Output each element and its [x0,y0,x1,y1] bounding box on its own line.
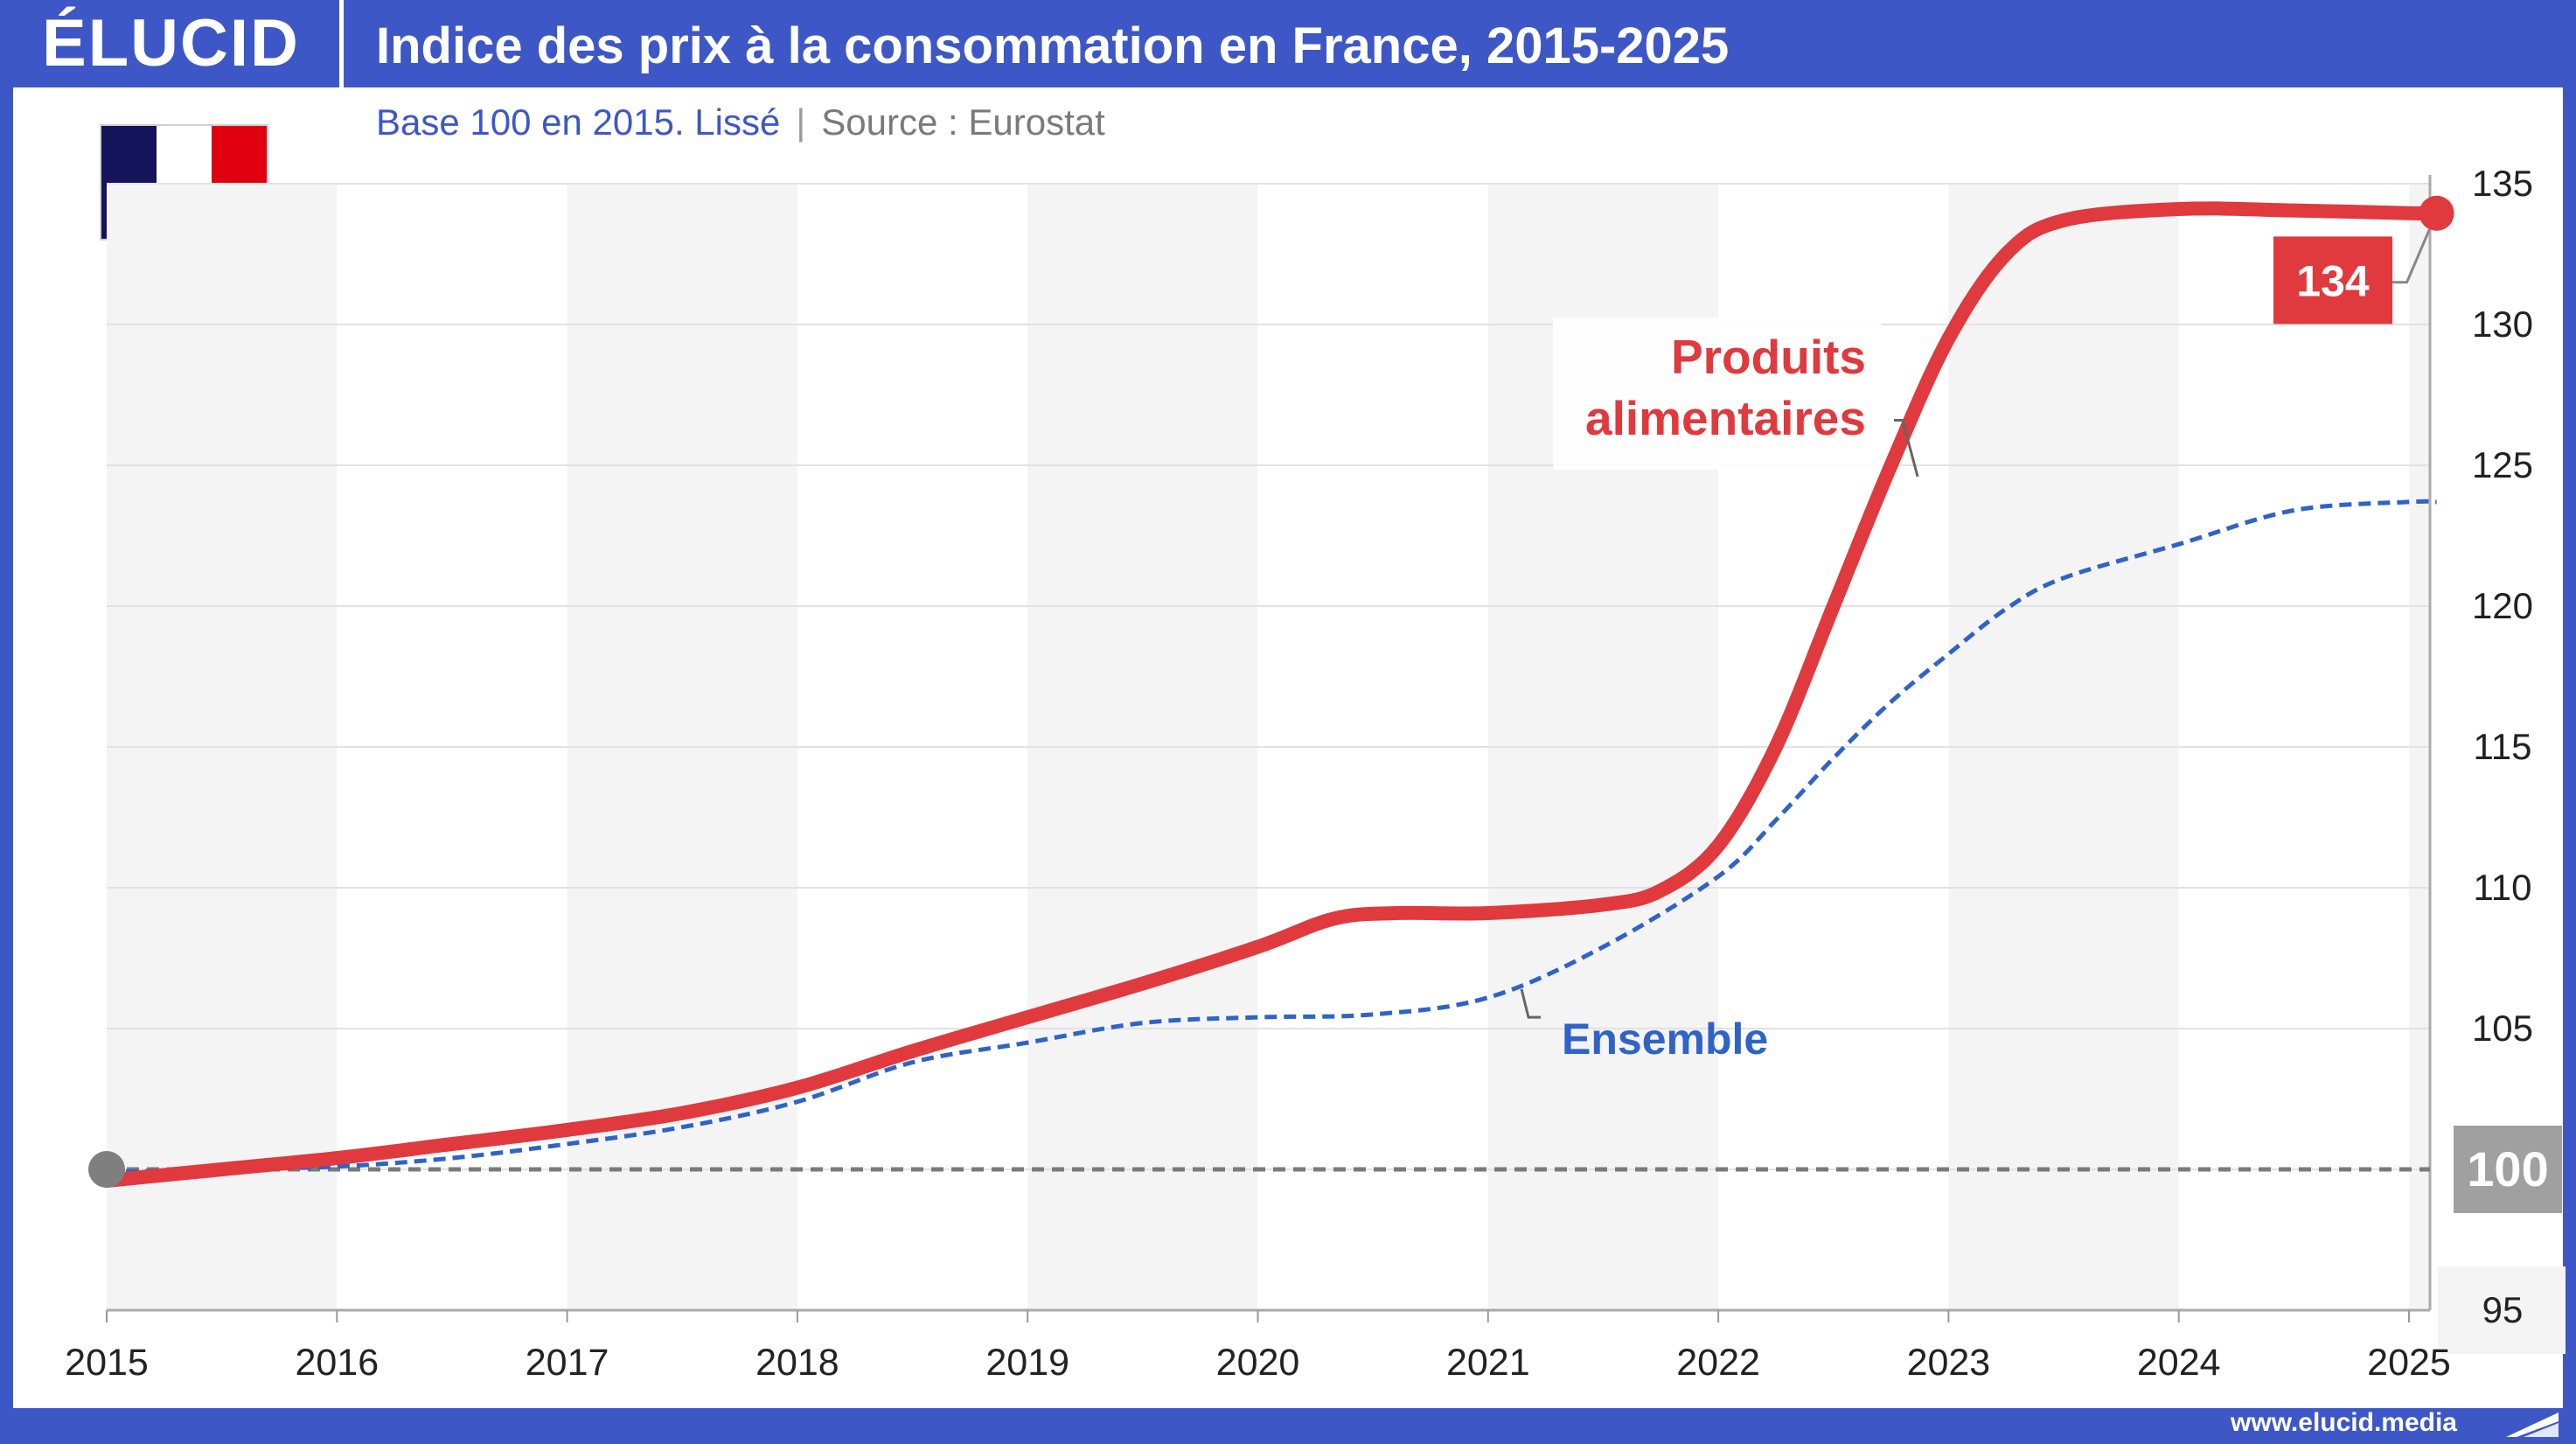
series-line-ensemble [106,499,2437,1175]
subtitle-text: Base 100 en 2015. Lissé [376,101,781,143]
baseline-label-box [2454,1126,2562,1213]
elucid-mark-icon [2506,1413,2559,1437]
x-tick-label: 2022 [1676,1342,1760,1384]
x-tick-label: 2025 [2367,1342,2451,1384]
x-tick-label: 2015 [65,1342,149,1384]
end-value-label: 134 [2296,256,2370,305]
y-tick-label: 125 [2472,444,2533,485]
elucid-logo: ÉLUCID [42,6,300,80]
subtitle-separator: | [796,101,806,143]
y-tick-box [2438,1266,2566,1354]
x-tick-label: 2021 [1446,1342,1530,1384]
ensemble-series-label: Ensemble [1562,1015,1768,1064]
food-end-point [2419,195,2454,231]
x-tick-label: 2024 [2137,1342,2221,1384]
x-tick-label: 2016 [295,1342,379,1384]
x-tick-label: 2020 [1216,1342,1300,1384]
y-tick-label: 115 [2474,726,2532,767]
series-line-food [100,201,2444,1188]
y-tick-label: 135 [2472,163,2533,204]
y-tick-label: 95 [2482,1289,2524,1330]
baseline-label: 100 [2467,1141,2548,1196]
y-tick-label: 105 [2472,1008,2533,1049]
end-value-box [2273,236,2392,324]
footer-url[interactable]: www.elucid.media [2231,1408,2457,1437]
food-series-label: alimentaires [1585,391,1866,445]
food-label-leader [1894,418,1919,478]
chart-title: Indice des prix à la consommation en Fra… [376,17,1730,74]
ensemble-label-leader [1520,988,1541,1019]
y-tick-label: 130 [2472,303,2533,345]
start-point [88,1151,125,1188]
food-series-label: Produits [1671,330,1866,384]
x-tick-label: 2019 [985,1342,1069,1384]
header-separator [339,0,344,87]
header-bar: ÉLUCID Indice des prix à la consommation… [0,0,2576,87]
y-tick-label: 110 [2474,867,2532,908]
chart-subtitle: Base 100 en 2015. Lissé | Source : Eurosta… [376,94,1105,150]
end-label-leader [2391,228,2431,284]
food-label-bg [1553,317,1882,470]
source-text: Source : Eurostat [821,101,1105,143]
x-tick-label: 2017 [526,1342,609,1384]
x-tick-label: 2023 [1907,1342,1991,1384]
x-tick-label: 2018 [755,1342,839,1384]
y-tick-label: 120 [2472,585,2533,626]
